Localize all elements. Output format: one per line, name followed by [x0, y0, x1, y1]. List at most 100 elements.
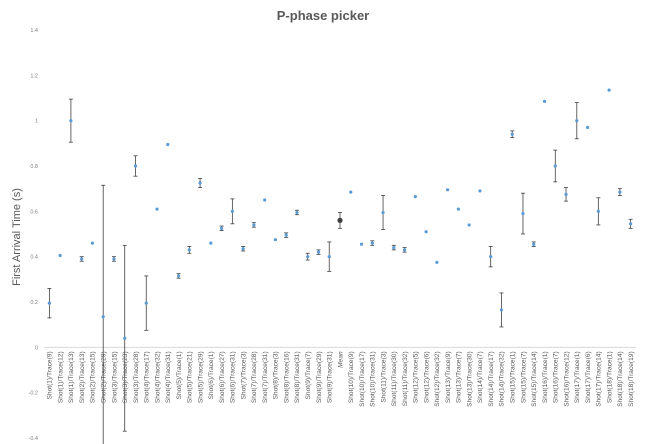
data-point: [521, 212, 525, 216]
x-tick-label: Shot(4)/Trace(32): [154, 351, 161, 403]
y-tick-label: 0.8: [30, 164, 38, 170]
data-point: [553, 164, 557, 168]
y-tick-label: 1.2: [30, 73, 38, 79]
data-point: [176, 274, 181, 278]
x-tick-label: Shot(17)/Trace(1): [574, 351, 581, 403]
data-point: [478, 189, 482, 193]
x-tick-label: Shot(6)/Trace(1): [208, 351, 215, 399]
x-tick-label: Shot(12)/Trace(5): [413, 351, 420, 403]
x-tick-label: Shot(8)/Trace(3): [273, 351, 280, 399]
x-tick-label: Shot(5)/Trace(1): [176, 351, 183, 399]
data-point: [532, 242, 536, 246]
x-tick-label: Shot(15)/Trace(14): [531, 351, 538, 406]
x-tick-label: Shot(7)/Trace(28): [251, 351, 258, 403]
data-point: [618, 190, 622, 194]
x-tick-label: Shot(10)/Trace(17): [359, 351, 366, 406]
data-point: [607, 88, 611, 92]
data-point: [381, 210, 385, 215]
data-point: [69, 119, 73, 123]
data-point: [230, 209, 234, 213]
x-tick-label: Shot(1)/Trace(9): [47, 351, 54, 399]
data-point: [575, 119, 579, 123]
x-tick-label: Shot(6)/Trace(31): [230, 351, 237, 403]
x-tick-label: Shot(18)/Trace(14): [617, 351, 624, 406]
data-point: [542, 99, 547, 103]
data-point: [349, 190, 353, 194]
data-point: [446, 188, 450, 192]
data-point: [295, 210, 299, 215]
x-tick-label: Shot(5)/Trace(29): [197, 351, 204, 403]
data-point: [499, 308, 504, 312]
data-point: [220, 226, 224, 230]
x-tick-label: Shot(8)/Trace(31): [294, 351, 301, 403]
x-tick-label: Shot(18)/Trace(1): [606, 351, 613, 403]
y-axis-ticks: -0.4 -0.2 0 0.2 0.4 0.6 0.8 1 1.2 1.4: [29, 28, 38, 442]
data-point: [241, 247, 245, 251]
y-tick-label: -0.4: [29, 436, 38, 442]
x-tick-label: Shot(4)/Trace(17): [144, 351, 151, 403]
x-tick-label: Shot(13)/Trace(30): [466, 351, 473, 406]
x-axis-tick-labels: Shot(1)/Trace(9) Shot(1)/Trace(12) Shot(1)…: [47, 351, 635, 407]
data-point: [424, 230, 428, 234]
x-tick-label: Shot(14)/Trace(7): [477, 351, 484, 403]
x-tick-label: Shot(17)/Trace(14): [596, 351, 603, 406]
x-tick-label: Shot(6)/Trace(27): [219, 351, 226, 403]
data-point: [402, 248, 407, 252]
x-tick-label: Shot(2)/Trace(15): [90, 351, 97, 403]
x-tick-label: Shot(14)/Trace(17): [488, 351, 495, 406]
x-tick-label: Shot(15)/Trace(7): [520, 351, 527, 403]
data-point: [629, 222, 633, 226]
y-tick-label: 0.6: [30, 209, 38, 215]
data-point: [456, 207, 460, 211]
x-tick-label: Shot(7)/Trace(31): [262, 351, 269, 403]
x-tick-label: Shot(11)/Trace(3): [380, 351, 387, 402]
mean-point: [337, 217, 343, 223]
x-tick-label: Shot(9)/Trace(31): [327, 351, 334, 403]
data-point: [166, 142, 170, 147]
data-point: [467, 223, 471, 227]
data-point: [90, 241, 95, 245]
chart-title: P-phase picker: [277, 8, 370, 23]
x-tick-label: Shot(18)/Trace(19): [628, 351, 635, 406]
x-tick-label: Shot(13)/Trace(7): [456, 351, 463, 403]
data-point: [101, 315, 105, 319]
data-point: [596, 209, 600, 213]
x-tick-label: Shot(16)/Trace(7): [553, 351, 560, 403]
data-point: [263, 198, 267, 202]
data-point: [133, 164, 138, 168]
data-point: [359, 242, 364, 246]
data-point: [209, 241, 213, 245]
data-point: [510, 132, 514, 136]
data-point: [316, 250, 321, 254]
y-tick-label: 0.4: [30, 255, 38, 261]
x-tick-label: Shot(14)/Trace(32): [499, 351, 506, 406]
x-tick-label: Shot(12)/Trace(32): [434, 351, 441, 406]
data-point: [585, 125, 590, 130]
x-tick-label: Shot(11)/Trace(30): [391, 351, 398, 406]
y-tick-label: 0: [35, 345, 38, 351]
x-tick-label: Shot(16)/Trace(12): [563, 351, 570, 406]
x-tick-label: Shot(12)/Trace(6): [423, 351, 430, 403]
data-point: [252, 223, 256, 227]
x-tick-label: Shot(2)/Trace(13): [79, 351, 86, 403]
data-point: [306, 255, 310, 259]
y-tick-label: 1.4: [30, 28, 38, 34]
x-tick-label: Shot(11)/Trace(32): [402, 351, 409, 406]
x-tick-label: Shot(5)/Trace(21): [187, 351, 194, 403]
x-tick-label: Shot(13)/Trace(9): [445, 351, 452, 403]
data-point: [123, 336, 127, 340]
data-point: [284, 233, 288, 237]
x-tick-label: Shot(10)/Trace(31): [370, 351, 377, 406]
x-tick-label: Shot(3)/Trace(15): [111, 351, 118, 403]
x-tick-label: Mean: [337, 351, 344, 368]
x-tick-label: Shot(1)/Trace(13): [68, 351, 75, 403]
data-point: [370, 241, 374, 245]
data-point: [58, 253, 62, 258]
x-tick-label: Shot(1)/Trace(12): [57, 351, 64, 403]
data-point: [198, 181, 202, 185]
y-axis-label: First Arrival Time (s): [11, 188, 23, 286]
x-tick-label: Shot(3)/Trace(28): [133, 351, 140, 403]
data-point: [155, 207, 159, 211]
y-tick-label: 1: [35, 119, 38, 125]
